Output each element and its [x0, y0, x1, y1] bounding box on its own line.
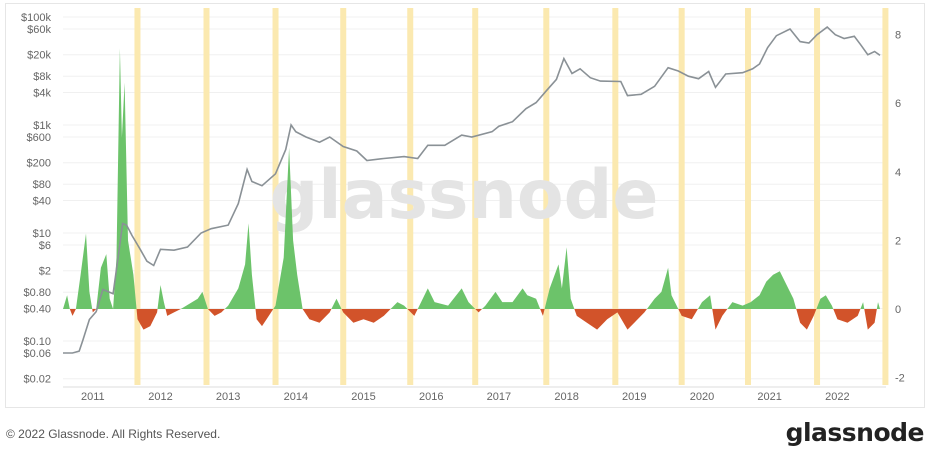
highlight-band	[612, 8, 619, 385]
x-tick-label: 2018	[554, 391, 578, 403]
x-tick-label: 2015	[351, 391, 375, 403]
y-left-tick-label: $0.06	[23, 348, 51, 360]
highlight-band	[203, 8, 210, 385]
highlight-band	[340, 8, 347, 385]
y-right-tick-label: 4	[895, 167, 901, 179]
highlight-band	[472, 8, 479, 385]
highlight-band	[882, 8, 889, 385]
x-tick-label: 2021	[757, 391, 781, 403]
y-left-tick-label: $0.10	[23, 336, 51, 348]
x-tick-label: 2022	[825, 391, 849, 403]
highlight-band	[678, 8, 685, 385]
highlight-band	[745, 8, 752, 385]
highlight-band	[272, 8, 279, 385]
y-left-tick-label: $20k	[27, 50, 51, 62]
y-left-tick-label: $200	[27, 158, 51, 170]
y-left-tick-label: $2	[39, 266, 51, 278]
highlight-band	[407, 8, 414, 385]
y-left-tick-label: $600	[27, 132, 51, 144]
x-tick-label: 2014	[284, 391, 308, 403]
highlight-band	[134, 8, 141, 385]
x-tick-label: 2012	[148, 391, 172, 403]
highlight-band	[543, 8, 550, 385]
y-right-tick-label: 8	[895, 30, 901, 42]
price-line	[63, 26, 881, 354]
x-tick-label: 2017	[487, 391, 511, 403]
watermark-text: glassnode	[270, 156, 659, 235]
y-left-tick-label: $0.40	[23, 303, 51, 315]
y-left-tick-label: $0.02	[23, 374, 51, 386]
y-left-tick-label: $60k	[27, 24, 51, 36]
x-tick-label: 2019	[622, 391, 646, 403]
y-left-tick-label: $0.80	[23, 287, 51, 299]
y-left-tick-label: $8k	[33, 71, 51, 83]
y-left-tick-label: $10	[33, 228, 51, 240]
x-tick-label: 2016	[419, 391, 443, 403]
y-left-tick-label: $1k	[33, 120, 51, 132]
highlight-band	[814, 8, 821, 385]
x-tick-label: 2011	[81, 391, 105, 403]
y-left-tick-label: $4k	[33, 87, 51, 99]
glassnode-logo: glassnode	[785, 418, 925, 447]
x-tick-label: 2013	[216, 391, 240, 403]
y-left-tick-label: $40	[33, 195, 51, 207]
y-right-tick-label: 2	[895, 235, 901, 247]
y-left-tick-label: $100k	[21, 12, 51, 24]
y-left-tick-label: $6	[39, 240, 51, 252]
copyright-text: © 2022 Glassnode. All Rights Reserved.	[6, 427, 221, 441]
y-right-tick-label: 0	[895, 304, 901, 316]
y-right-tick-label: 6	[895, 98, 901, 110]
chart-frame	[5, 3, 925, 408]
y-left-tick-label: $80	[33, 179, 51, 191]
y-right-tick-label: -2	[895, 373, 905, 385]
oscillator-negative-area	[63, 309, 880, 330]
x-tick-label: 2020	[690, 391, 714, 403]
